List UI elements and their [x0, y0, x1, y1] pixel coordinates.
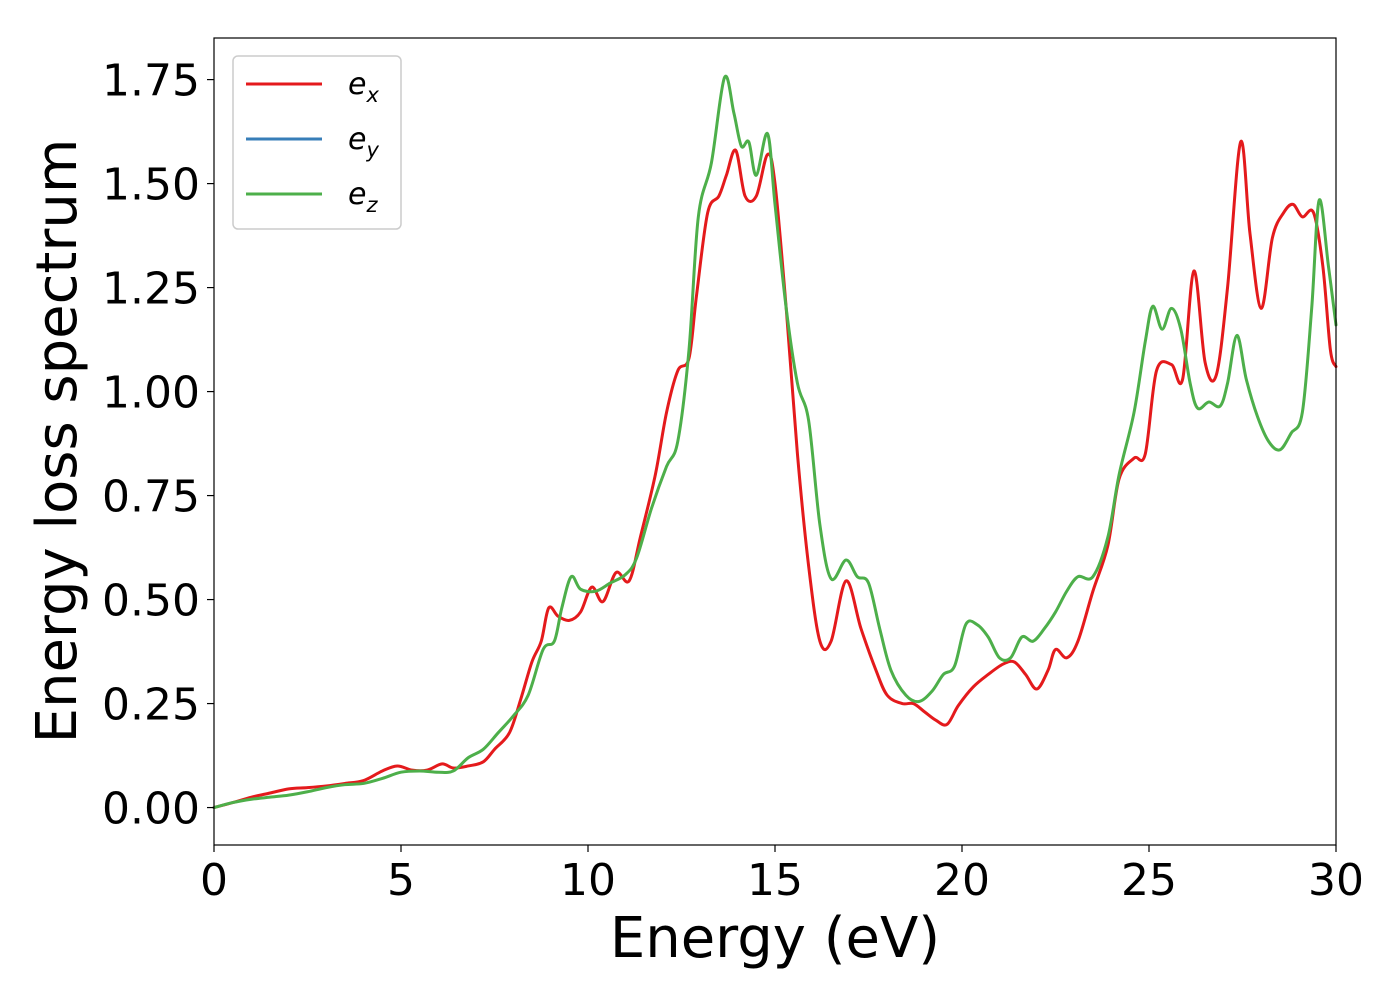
legend-box [232, 55, 402, 230]
x-tick-label: 10 [560, 855, 616, 906]
legend-label-base: e [348, 122, 366, 157]
x-axis-ticks: 0 5 10 15 20 25 30 [200, 845, 1364, 906]
legend-label-ey: ey [348, 122, 379, 162]
x-axis-label: Energy (eV) [610, 906, 940, 971]
legend-label-base: e [348, 67, 366, 102]
y-tick-label: 1.25 [102, 264, 200, 315]
x-tick-label: 20 [934, 855, 990, 906]
legend-label-subscript: y [365, 138, 379, 162]
y-tick-label: 1.50 [102, 160, 200, 211]
y-tick-label: 1.75 [102, 56, 200, 107]
legend-label-ez: ez [348, 177, 378, 217]
x-tick-label: 15 [747, 855, 803, 906]
y-axis-label: Energy loss spectrum [25, 139, 90, 744]
y-tick-label: 1.00 [102, 368, 200, 419]
y-tick-label: 0.00 [102, 784, 200, 835]
legend-label-subscript: x [365, 83, 379, 107]
y-tick-label: 0.50 [102, 576, 200, 627]
x-tick-label: 30 [1308, 855, 1364, 906]
y-tick-label: 0.75 [102, 472, 200, 523]
x-tick-label: 0 [200, 855, 228, 906]
y-tick-label: 0.25 [102, 680, 200, 731]
x-tick-label: 25 [1121, 855, 1177, 906]
y-axis-ticks: 0.00 0.25 0.50 0.75 1.00 1.25 1.50 1.75 [102, 56, 214, 835]
legend-label-base: e [348, 177, 366, 212]
series-line-ez [212, 74, 1338, 810]
x-tick-label: 5 [387, 855, 415, 906]
legend-label-subscript: z [365, 193, 378, 217]
plot-lines [212, 74, 1338, 810]
series-line-ex [212, 139, 1338, 810]
legend-label-ex: ex [348, 67, 379, 107]
